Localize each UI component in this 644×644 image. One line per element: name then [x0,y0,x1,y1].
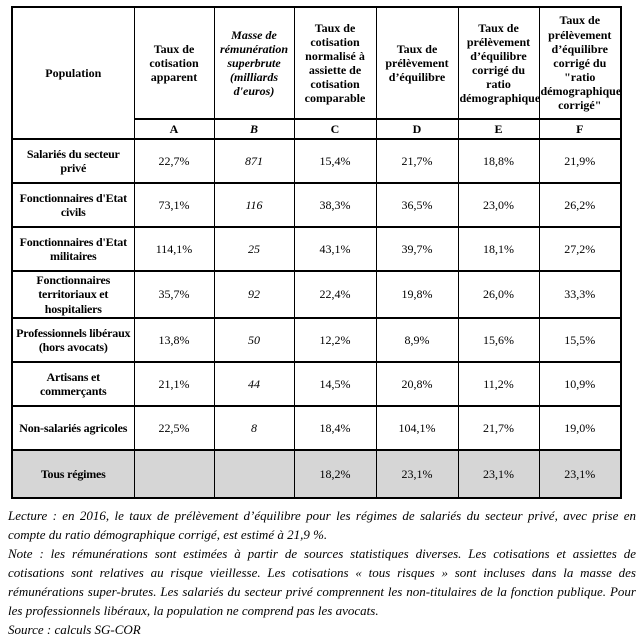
value-cell: 18,1% [457,226,540,272]
value-cell: 22,5% [133,405,215,451]
source-note: Source : calculs SG-COR [8,622,141,637]
value-cell: 38,3% [293,182,377,228]
header-cell-f: Taux de prélèvement d’équilibre corrigé … [538,6,622,120]
value-cell: 25 [213,226,295,272]
value-cell [133,449,215,499]
table-row-fonctionnaires-civils: Fonctionnaires d'Etat civils 73,1% 116 3… [11,182,622,228]
row-label: Artisans et commerçants [11,361,135,407]
letter-cell-f: F [538,118,622,140]
value-cell: 19,8% [375,270,459,319]
table-letter-row: A B C D E F [12,118,622,140]
value-cell: 871 [213,138,295,184]
methodology-note: Note : les rémunérations sont estimées à… [8,546,636,618]
row-label: Tous régimes [11,449,135,499]
letter-cell-a: A [133,118,215,140]
lecture-note: Lecture : en 2016, le taux de prélèvemen… [8,508,636,542]
letter-cell-d: D [375,118,459,140]
header-cell-d: Taux de prélèvement d’équilibre [375,6,459,120]
value-cell: 23,1% [457,449,540,499]
value-cell: 23,0% [457,182,540,228]
value-cell: 36,5% [375,182,459,228]
table-row-non-salaries-agricoles: Non-salariés agricoles 22,5% 8 18,4% 104… [11,405,622,451]
population-rates-table: Population Taux de cotisation apparent M… [11,6,622,499]
value-cell: 26,2% [538,182,622,228]
value-cell [213,449,295,499]
value-cell: 15,4% [293,138,377,184]
letter-cell-e: E [457,118,540,140]
table-row-salaries-prive: Salariés du secteur privé 22,7% 871 15,4… [11,138,622,184]
header-cell-e: Taux de prélèvement d’équilibre corrigé … [457,6,540,120]
value-cell: 39,7% [375,226,459,272]
value-cell: 20,8% [375,361,459,407]
footnotes: Lecture : en 2016, le taux de prélèvemen… [8,506,636,639]
table-row-fonctionnaires-militaires: Fonctionnaires d'Etat militaires 114,1% … [11,226,622,272]
row-label: Fonctionnaires territoriaux et hospitali… [11,270,135,319]
letter-cell-b: B [213,118,295,140]
value-cell: 21,7% [375,138,459,184]
row-label: Non-salariés agricoles [11,405,135,451]
value-cell: 14,5% [293,361,377,407]
value-cell: 26,0% [457,270,540,319]
table-header-row: Population Taux de cotisation apparent M… [11,6,622,140]
value-cell: 116 [213,182,295,228]
value-cell: 23,1% [375,449,459,499]
row-label: Fonctionnaires d'Etat militaires [11,226,135,272]
value-cell: 21,9% [538,138,622,184]
value-cell: 50 [213,317,295,363]
value-cell: 22,7% [133,138,215,184]
table-row-territoriaux-hospitaliers: Fonctionnaires territoriaux et hospitali… [11,270,622,319]
row-label: Fonctionnaires d'Etat civils [11,182,135,228]
value-cell: 73,1% [133,182,215,228]
value-cell: 22,4% [293,270,377,319]
value-cell: 35,7% [133,270,215,319]
value-cell: 18,2% [293,449,377,499]
value-cell: 13,8% [133,317,215,363]
value-cell: 21,1% [133,361,215,407]
table-row-tous-regimes: Tous régimes 18,2% 23,1% 23,1% 23,1% [11,449,622,499]
header-cell-c: Taux de cotisation normalisé à assiette … [293,6,377,120]
value-cell: 15,5% [538,317,622,363]
header-cell-a: Taux de cotisation apparent [133,6,215,120]
value-cell: 11,2% [457,361,540,407]
value-cell: 19,0% [538,405,622,451]
value-cell: 104,1% [375,405,459,451]
row-label: Professionnels libéraux (hors avocats) [11,317,135,363]
table-row-artisans-commercants: Artisans et commerçants 21,1% 44 14,5% 2… [11,361,622,407]
value-cell: 15,6% [457,317,540,363]
value-cell: 8 [213,405,295,451]
header-cell-b: Masse de rémunération superbrute (millia… [213,6,295,120]
value-cell: 33,3% [538,270,622,319]
value-cell: 18,8% [457,138,540,184]
value-cell: 114,1% [133,226,215,272]
value-cell: 8,9% [375,317,459,363]
value-cell: 44 [213,361,295,407]
value-cell: 12,2% [293,317,377,363]
value-cell: 43,1% [293,226,377,272]
header-cell-population: Population [11,6,135,140]
value-cell: 27,2% [538,226,622,272]
value-cell: 18,4% [293,405,377,451]
value-cell: 10,9% [538,361,622,407]
value-cell: 23,1% [538,449,622,499]
value-cell: 92 [213,270,295,319]
row-label: Salariés du secteur privé [11,138,135,184]
letter-cell-c: C [293,118,377,140]
table-row-professionnels-liberaux: Professionnels libéraux (hors avocats) 1… [11,317,622,363]
value-cell: 21,7% [457,405,540,451]
